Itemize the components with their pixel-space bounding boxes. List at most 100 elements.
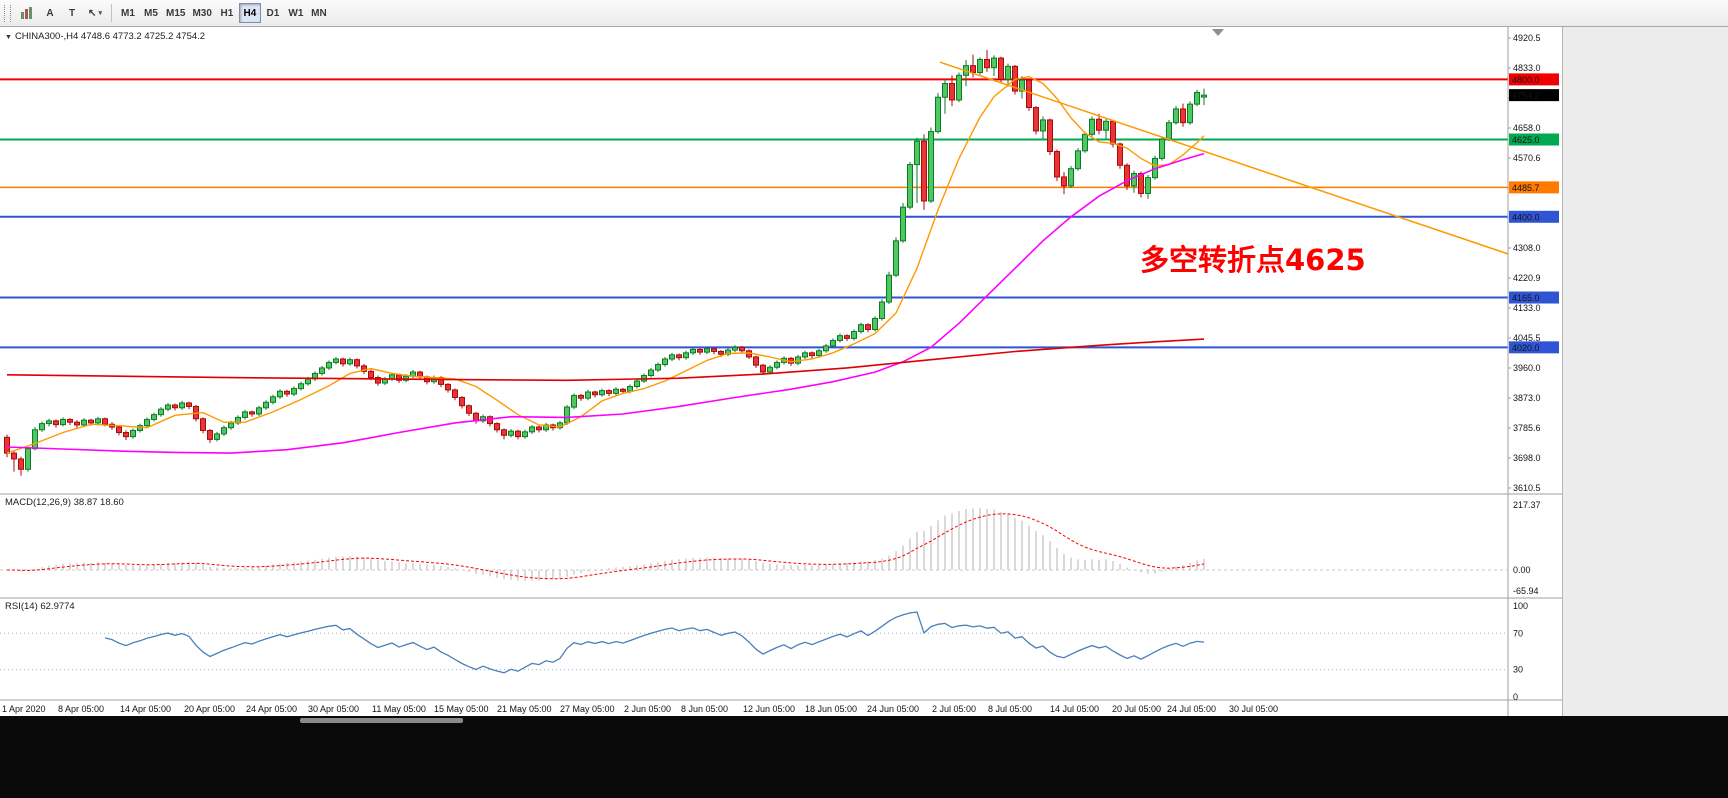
- macd-axis-label: 217.37: [1513, 500, 1541, 510]
- time-tick-label: 8 Apr 05:00: [58, 704, 104, 714]
- price-tick-label: 3960.0: [1513, 363, 1541, 373]
- price-tick-label: 4833.0: [1513, 63, 1541, 73]
- time-tick-label: 8 Jun 05:00: [681, 704, 728, 714]
- horizontal-lines[interactable]: [0, 78, 1508, 349]
- price-tag: [1509, 89, 1559, 102]
- price-tick-label: 4220.9: [1513, 273, 1541, 283]
- rsi-axis-label: 100: [1513, 601, 1528, 611]
- bar-chart-icon: [21, 7, 32, 19]
- price-tag: [1509, 181, 1559, 194]
- rsi-axis-label: 30: [1513, 665, 1523, 675]
- price-tag: [1509, 73, 1559, 86]
- price-tick-label: 4133.0: [1513, 303, 1541, 313]
- price-tag-label: 4400.0: [1512, 212, 1540, 222]
- text-annotation-tool[interactable]: A: [39, 3, 61, 23]
- timeframe-mn[interactable]: MN: [308, 3, 330, 23]
- rsi-axis-label: 0: [1513, 692, 1518, 702]
- timeframe-m5[interactable]: M5: [140, 3, 162, 23]
- price-tag: [1509, 133, 1559, 146]
- candlesticks: [4, 49, 1207, 476]
- time-tick-label: 12 Jun 05:00: [743, 704, 795, 714]
- macd-indicator-label: MACD(12,26,9) 38.87 18.60: [5, 497, 124, 508]
- timeframe-h1[interactable]: H1: [216, 3, 238, 23]
- macd-signal-line: [6, 513, 1205, 580]
- price-tick-label: 4045.5: [1513, 333, 1541, 343]
- chevron-down-icon: ▾: [98, 10, 102, 17]
- timeframe-m15[interactable]: M15: [163, 3, 188, 23]
- time-tick-label: 24 Jun 05:00: [867, 704, 919, 714]
- time-tick-label: 24 Jul 05:00: [1167, 704, 1216, 714]
- chart-annotation-text[interactable]: 多空转折点4625: [1140, 243, 1366, 277]
- price-tick-label: 4658.0: [1513, 123, 1541, 133]
- symbol-header: ▼ CHINA300-,H4 4748.6 4773.2 4725.2 4754.…: [5, 31, 205, 42]
- price-tag-label: 4020.0: [1512, 343, 1540, 353]
- price-tick-label: 3610.5: [1513, 483, 1541, 493]
- rsi-indicator-label: RSI(14) 62.9774: [5, 601, 75, 612]
- bottom-scrollbar-track[interactable]: [0, 716, 1728, 798]
- chart-shift-icon[interactable]: [1212, 29, 1224, 36]
- bar-chart-icon[interactable]: [16, 3, 38, 23]
- timeframe-d1[interactable]: D1: [262, 3, 284, 23]
- price-tick-label: 4920.5: [1513, 33, 1541, 43]
- timeframe-h4[interactable]: H4: [238, 3, 261, 23]
- time-tick-label: 14 Apr 05:00: [120, 704, 171, 714]
- time-tick-label: 1 Apr 2020: [2, 704, 46, 714]
- rsi-axis-label: 70: [1513, 628, 1523, 638]
- descending-trendline[interactable]: [939, 61, 1509, 255]
- price-tick-label: 4308.0: [1513, 243, 1541, 253]
- price-tag: [1509, 341, 1559, 354]
- price-tick-label: 3873.0: [1513, 393, 1541, 403]
- time-tick-label: 18 Jun 05:00: [805, 704, 857, 714]
- time-axis[interactable]: 1 Apr 2020 8 Apr 05:00 14 Apr 05:00 20 Apr …: [2, 704, 1278, 714]
- timeframe-m30[interactable]: M30: [189, 3, 214, 23]
- time-tick-label: 30 Jul 05:00: [1229, 704, 1278, 714]
- time-tick-label: 20 Jul 05:00: [1112, 704, 1161, 714]
- ma-mid-magenta: [6, 152, 1205, 454]
- price-tag: [1509, 210, 1559, 223]
- time-tick-label: 21 May 05:00: [497, 704, 552, 714]
- cursor-tool-button[interactable]: ↖ ▾: [84, 3, 106, 23]
- time-tick-label: 24 Apr 05:00: [246, 704, 297, 714]
- price-tick-label: 3698.0: [1513, 453, 1541, 463]
- symbol-ohlc-text: CHINA300-,H4 4748.6 4773.2 4725.2 4754.2: [14, 31, 206, 42]
- timeframe-group: M1 M5 M15 M30 H1 H4 D1 W1 MN: [117, 3, 330, 23]
- price-tick-label: 3785.6: [1513, 423, 1541, 433]
- price-tag-label: 4625.0: [1512, 135, 1540, 145]
- time-tick-label: 20 Apr 05:00: [184, 704, 235, 714]
- rsi-line: [104, 611, 1205, 674]
- scrollbar-thumb[interactable]: [300, 718, 463, 723]
- time-tick-label: 15 May 05:00: [434, 704, 489, 714]
- time-tick-label: 2 Jun 05:00: [624, 704, 671, 714]
- time-tick-label: 30 Apr 05:00: [308, 704, 359, 714]
- toolbar-separator: [111, 4, 112, 22]
- price-tag-label: 4754.2: [1512, 91, 1540, 101]
- time-tick-label: 8 Jul 05:00: [988, 704, 1032, 714]
- price-tag: [1509, 291, 1559, 304]
- price-tag-label: 4800.0: [1512, 75, 1540, 85]
- price-tag-label: 4485.7: [1512, 183, 1540, 193]
- price-tag-label: 4165.0: [1512, 293, 1540, 303]
- chart-canvas[interactable]: 4920.54833.04745.54658.04570.64483.14395…: [0, 27, 1562, 716]
- workspace-background: [1562, 27, 1728, 716]
- time-tick-label: 2 Jul 05:00: [932, 704, 976, 714]
- ma-fast-orange: [6, 75, 1205, 454]
- time-tick-label: 14 Jul 05:00: [1050, 704, 1099, 714]
- macd-histogram: [13, 508, 1205, 581]
- chart-collapse-icon[interactable]: ▼: [5, 34, 12, 41]
- time-tick-label: 27 May 05:00: [560, 704, 615, 714]
- ma-slow-red: [6, 338, 1205, 382]
- macd-axis-label: -65.94: [1513, 586, 1539, 596]
- price-tick-label: 4570.6: [1513, 153, 1541, 163]
- macd-axis-label: 0.00: [1513, 565, 1531, 575]
- toolbar-drag-handle[interactable]: [4, 4, 11, 22]
- chart-background: [0, 27, 1562, 716]
- cursor-arrow-icon: ↖: [88, 7, 97, 19]
- timeframe-m1[interactable]: M1: [117, 3, 139, 23]
- time-tick-label: 11 May 05:00: [372, 704, 426, 714]
- timeframe-w1[interactable]: W1: [285, 3, 307, 23]
- label-tool[interactable]: T: [61, 3, 83, 23]
- chart-window[interactable]: 4920.54833.04745.54658.04570.64483.14395…: [0, 27, 1562, 716]
